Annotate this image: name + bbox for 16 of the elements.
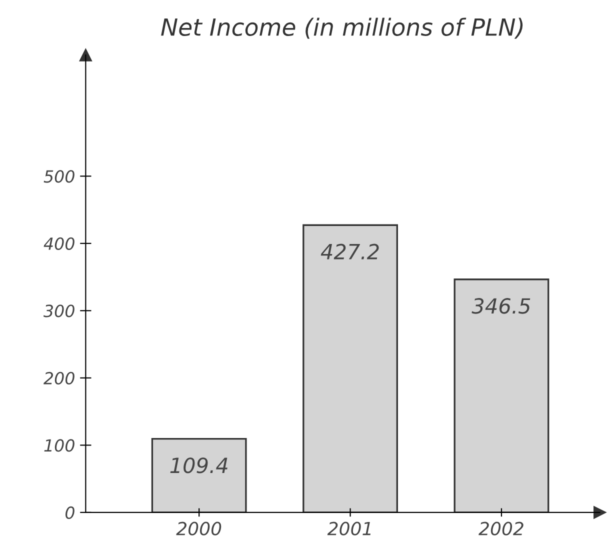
data-label: 427.2 bbox=[320, 244, 379, 260]
y-tick-label: 200 bbox=[44, 372, 74, 384]
y-tick-label: 0 bbox=[65, 506, 74, 519]
y-tick-label: 500 bbox=[44, 170, 74, 183]
bar bbox=[302, 224, 398, 512]
data-label: 346.5 bbox=[472, 298, 530, 314]
y-tick-label: 100 bbox=[44, 439, 74, 452]
y-tick-label: 300 bbox=[43, 304, 74, 318]
x-tick-label: 2001 bbox=[327, 522, 371, 536]
bar bbox=[454, 278, 550, 512]
data-label: 109.4 bbox=[170, 458, 228, 474]
bar bbox=[151, 438, 247, 512]
x-tick-label: 2000 bbox=[176, 522, 222, 536]
x-tick-label: 2002 bbox=[478, 522, 524, 536]
chart-title: Net Income (in millions of PLN) bbox=[161, 18, 523, 39]
y-tick-label: 400 bbox=[44, 237, 74, 250]
